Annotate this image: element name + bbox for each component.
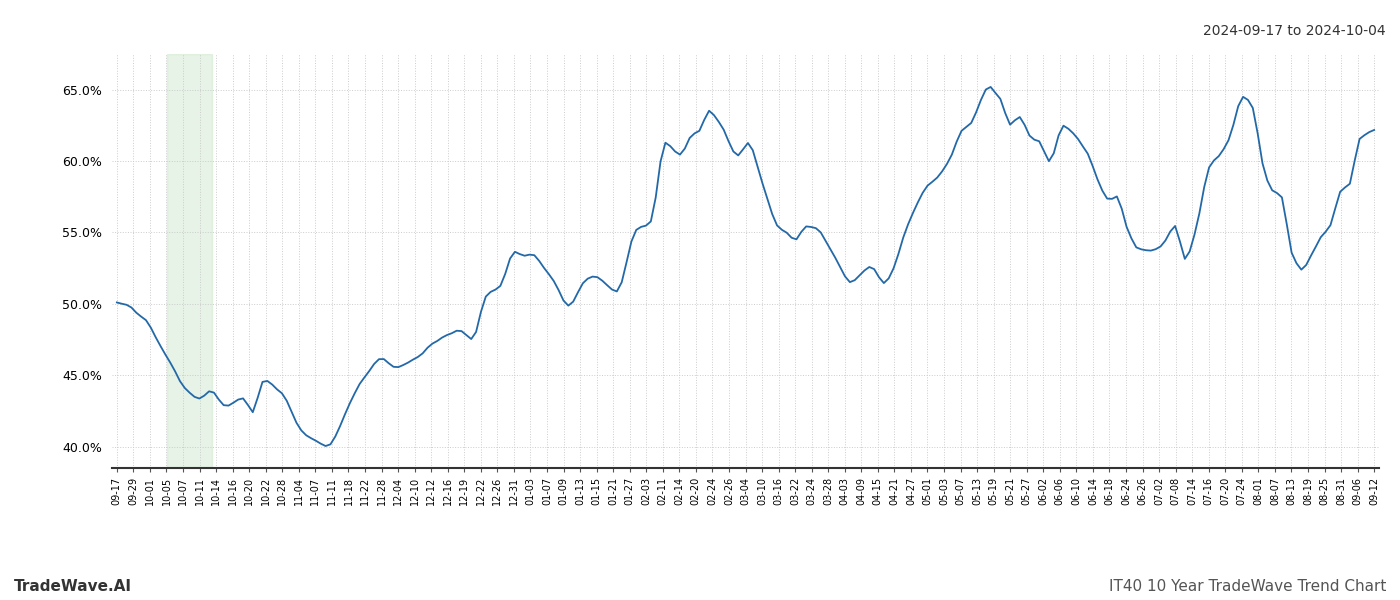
Bar xyxy=(168,54,211,468)
Text: IT40 10 Year TradeWave Trend Chart: IT40 10 Year TradeWave Trend Chart xyxy=(1109,579,1386,594)
Text: 2024-09-17 to 2024-10-04: 2024-09-17 to 2024-10-04 xyxy=(1204,24,1386,38)
Text: TradeWave.AI: TradeWave.AI xyxy=(14,579,132,594)
